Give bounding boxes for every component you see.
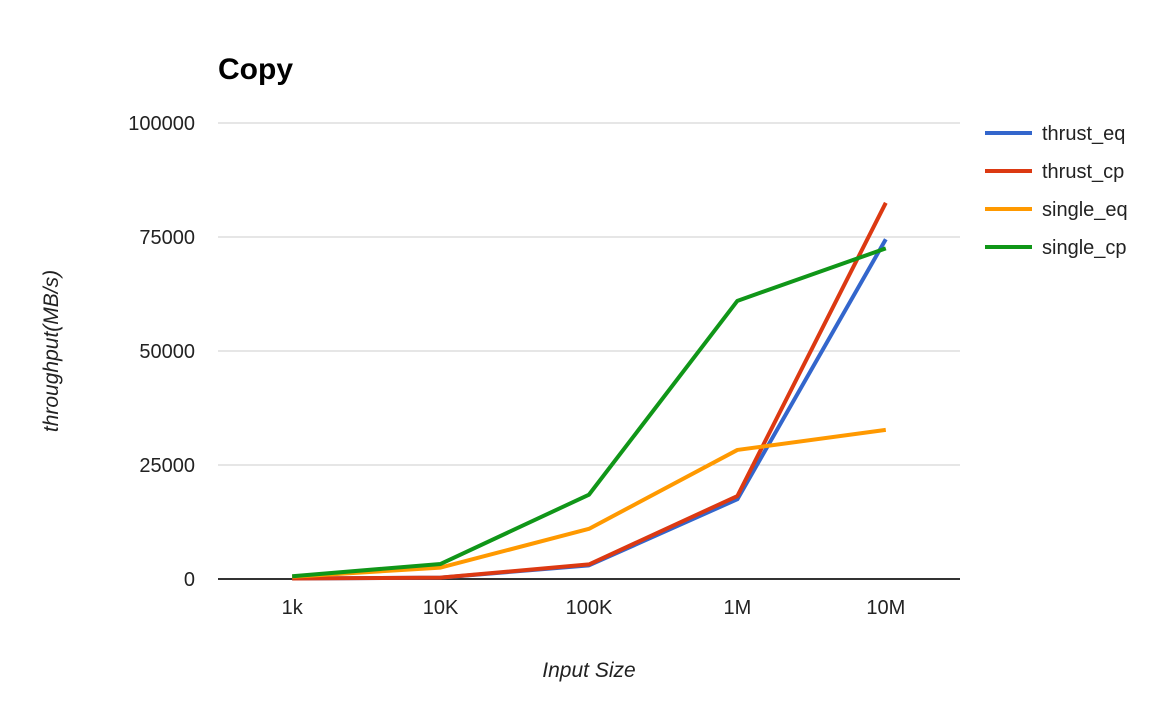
legend: thrust_eq thrust_cp single_eq single_cp bbox=[985, 123, 1128, 259]
series-line-single-eq bbox=[292, 427, 887, 579]
y-tick-label: 25000 bbox=[139, 455, 195, 477]
legend-label: thrust_cp bbox=[1042, 161, 1124, 183]
x-axis-label: Input Size bbox=[542, 659, 635, 682]
x-tick-label: 100K bbox=[566, 597, 613, 619]
x-tick-label: 1k bbox=[282, 597, 304, 619]
legend-item: single_cp bbox=[985, 237, 1127, 259]
x-tick-label: 1M bbox=[724, 597, 752, 619]
y-tick-label: 0 bbox=[184, 569, 195, 591]
legend-item: thrust_eq bbox=[985, 123, 1125, 145]
series-line-single-cp bbox=[292, 246, 887, 579]
x-tick-label: 10M bbox=[866, 597, 905, 619]
y-tick-label: 75000 bbox=[139, 227, 195, 249]
legend-label: single_cp bbox=[1042, 237, 1127, 259]
series-lines bbox=[292, 201, 888, 581]
x-tick-label: 10K bbox=[423, 597, 459, 619]
legend-label: single_eq bbox=[1042, 199, 1128, 221]
y-tick-label: 50000 bbox=[139, 341, 195, 363]
series-line-thrust-cp bbox=[292, 201, 888, 581]
legend-label: thrust_eq bbox=[1042, 123, 1125, 145]
y-axis-label: throughput(MB/s) bbox=[40, 270, 63, 432]
y-axis-ticks: 0 25000 50000 75000 100000 bbox=[128, 113, 195, 591]
y-tick-label: 100000 bbox=[128, 113, 195, 135]
legend-item: thrust_cp bbox=[985, 161, 1124, 183]
gridlines bbox=[218, 122, 960, 466]
legend-item: single_eq bbox=[985, 199, 1128, 221]
chart-title: Copy bbox=[218, 53, 293, 86]
x-axis-ticks: 1k 10K 100K 1M 10M bbox=[282, 597, 906, 619]
